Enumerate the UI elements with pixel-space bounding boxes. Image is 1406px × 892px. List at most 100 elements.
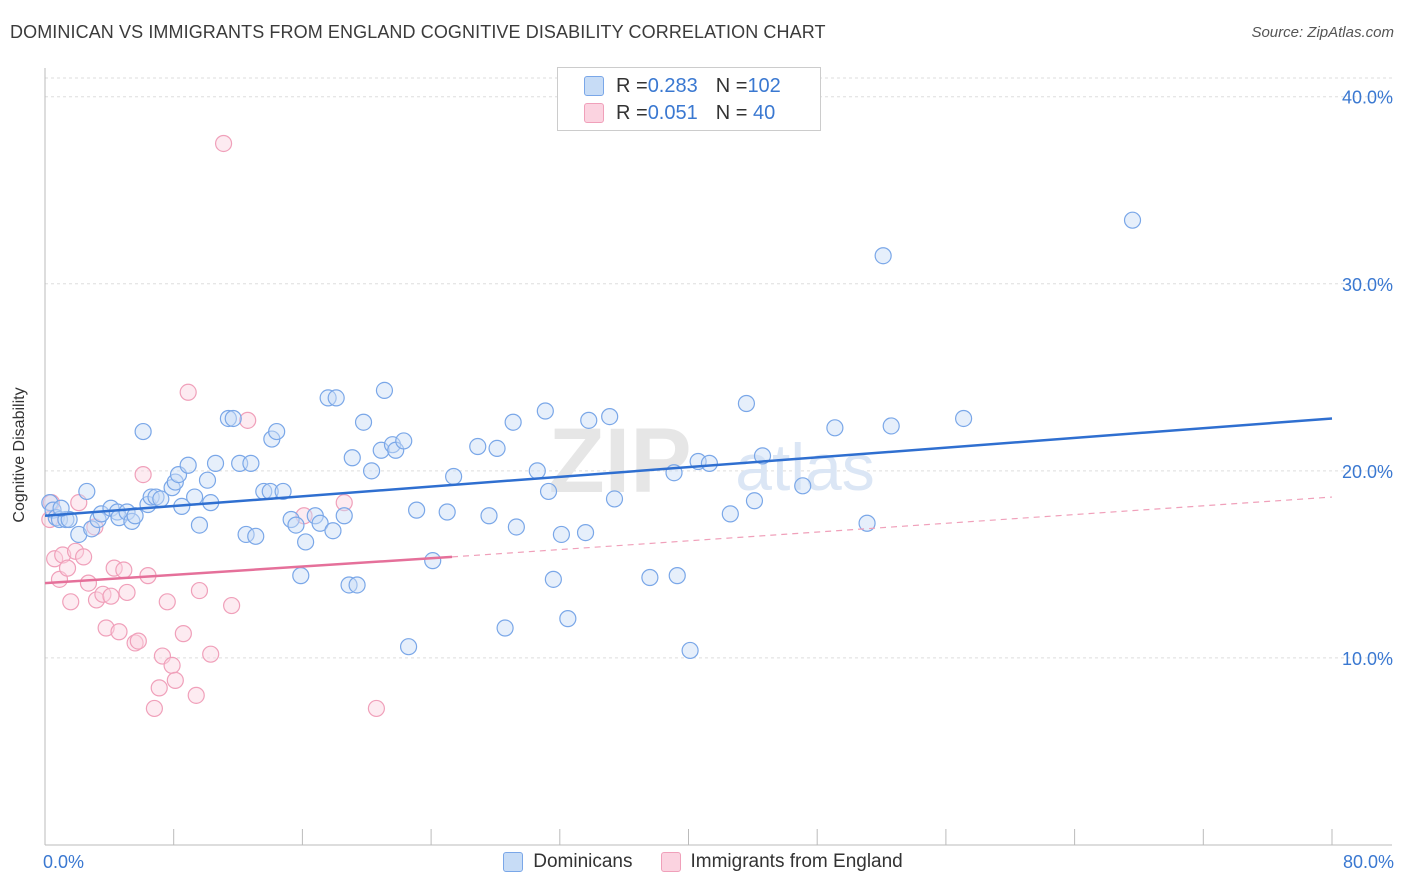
data-point: [753, 447, 772, 465]
series-immigrants-england: [41, 134, 386, 718]
data-point: [118, 583, 136, 602]
data-point: [274, 482, 292, 501]
legend-swatch-pink: [584, 103, 604, 123]
data-point: [190, 516, 209, 534]
legend-r-value: 0.283: [647, 74, 698, 97]
legend-n-value: 102: [747, 74, 781, 97]
y-tick-label: 20.0%: [1342, 462, 1393, 482]
legend-swatch-pink: [660, 852, 681, 872]
data-point: [408, 501, 426, 519]
data-point: [223, 596, 241, 615]
data-point: [79, 574, 98, 592]
data-point: [681, 641, 699, 660]
data-point: [179, 456, 197, 474]
legend-r-label: R =: [616, 101, 648, 124]
data-point: [488, 439, 506, 458]
trend-line-dominicans: [44, 417, 1333, 517]
data-point: [335, 507, 353, 525]
data-point: [601, 408, 619, 426]
trend-line-england-extension: [451, 496, 1333, 558]
data-point: [580, 411, 598, 429]
data-point: [52, 499, 70, 517]
data-point: [75, 548, 93, 566]
source-label: Source: ZipAtlas.com: [1251, 24, 1394, 41]
data-point: [395, 432, 413, 450]
data-point: [214, 134, 233, 153]
data-point: [399, 638, 418, 656]
data-point: [348, 576, 366, 594]
data-point: [166, 671, 184, 689]
data-point: [383, 436, 402, 454]
data-point: [158, 593, 176, 611]
data-point: [58, 559, 77, 577]
data-point: [163, 656, 181, 675]
series-dominicans: [41, 211, 1142, 660]
legend-label-england: Immigrants from England: [690, 851, 903, 872]
stats-legend: R = 0.283 N = 102 R = 0.051 N = 40: [557, 67, 821, 131]
data-point: [552, 525, 571, 544]
data-point: [219, 409, 237, 428]
data-point: [242, 454, 260, 472]
data-point: [745, 492, 764, 510]
y-tick-label: 10.0%: [1342, 649, 1393, 669]
data-point: [507, 518, 525, 536]
data-point: [46, 550, 64, 568]
data-point: [239, 411, 257, 429]
data-point: [202, 645, 220, 663]
data-point: [115, 561, 133, 579]
data-point: [150, 679, 168, 697]
data-point: [605, 490, 624, 508]
legend-label-dominicans: Dominicans: [533, 851, 633, 872]
data-point: [668, 567, 686, 585]
data-point: [187, 686, 205, 704]
y-tick-label: 40.0%: [1342, 88, 1393, 108]
data-point: [496, 619, 514, 637]
data-point: [129, 632, 147, 650]
data-point: [700, 454, 719, 472]
data-point: [362, 462, 381, 480]
data-point: [480, 507, 498, 525]
data-point: [327, 389, 345, 407]
data-point: [54, 546, 72, 564]
data-point: [544, 570, 562, 588]
data-point: [539, 482, 558, 501]
data-point: [324, 522, 342, 540]
legend-item-england: Immigrants from England: [660, 851, 903, 873]
data-point: [576, 523, 595, 542]
legend-swatch-blue: [503, 852, 524, 872]
data-point: [62, 593, 80, 611]
data-point: [954, 409, 973, 428]
data-point: [559, 610, 577, 628]
data-point: [110, 623, 128, 641]
x-tick-min: 0.0%: [43, 852, 85, 872]
data-point: [858, 514, 876, 532]
data-point: [174, 625, 192, 643]
legend-r-value: 0.051: [647, 101, 698, 124]
data-point: [438, 503, 456, 521]
data-point: [247, 527, 265, 545]
data-point: [190, 581, 209, 600]
legend-n-value: 40: [747, 101, 776, 124]
data-point: [268, 422, 286, 441]
data-point: [794, 477, 812, 495]
series-legend: Dominicans Immigrants from England: [0, 851, 1406, 873]
y-tick-label: 30.0%: [1342, 275, 1393, 295]
data-point: [528, 462, 546, 480]
data-point: [78, 482, 96, 501]
data-point: [536, 402, 554, 420]
data-point: [311, 514, 329, 532]
data-point: [134, 465, 152, 484]
watermark-atlas: atlas: [735, 430, 874, 504]
data-point: [826, 419, 844, 437]
data-point: [354, 413, 373, 431]
data-point: [145, 699, 163, 718]
data-point: [292, 567, 310, 585]
x-tick-max: 80.0%: [1342, 852, 1394, 872]
data-point: [134, 422, 152, 441]
legend-r-label: R =: [616, 74, 648, 97]
data-point: [287, 516, 305, 534]
data-point: [882, 417, 900, 435]
data-point: [179, 383, 197, 401]
data-point: [282, 510, 300, 529]
data-point: [102, 587, 120, 605]
